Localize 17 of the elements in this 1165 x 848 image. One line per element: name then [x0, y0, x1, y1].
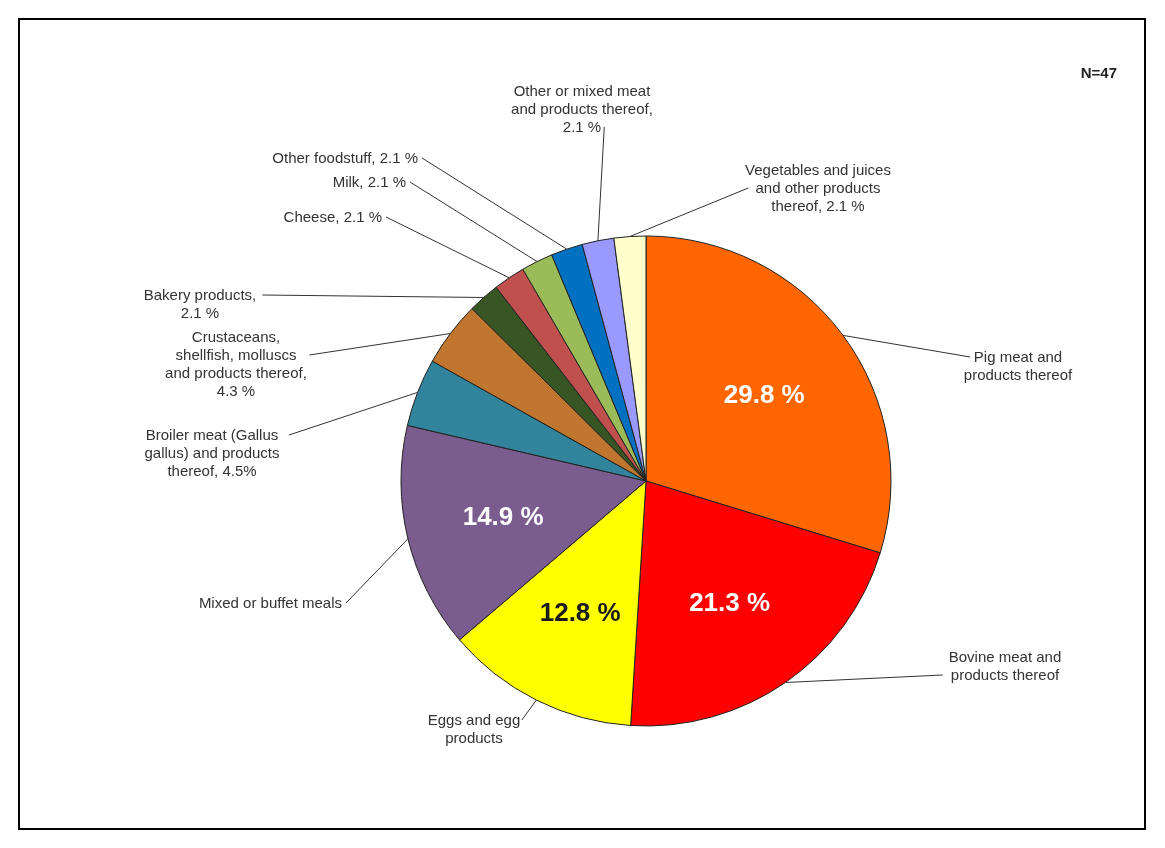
- slice-label: Milk, 2.1 %: [332, 173, 406, 190]
- slice-label: Eggs and egg products: [427, 711, 521, 746]
- slice-label: Mixed or buffet meals: [198, 594, 342, 611]
- data-label: 14.9 %: [462, 500, 544, 531]
- slice-label: Bakery products, 2.1 %: [143, 286, 257, 321]
- slice-label: Bovine meat and products thereof: [948, 648, 1062, 683]
- data-label: 12.8 %: [539, 597, 621, 628]
- slice-label: Broiler meat (Gallus gallus) and products thereof, 4.5%: [144, 426, 280, 479]
- data-label: 21.3 %: [689, 586, 771, 617]
- slice-label: Other foodstuff, 2.1 %: [272, 149, 418, 166]
- data-label: 29.8 %: [723, 378, 805, 409]
- text: N=47: [1080, 64, 1117, 81]
- slice-label: Vegetables and juices and other products thereof, 2.1 %: [745, 161, 891, 214]
- slice-label: Crustaceans, shellfish, molluscs and products thereof, 4.3 %: [165, 328, 307, 399]
- slice-label: Cheese, 2.1 %: [283, 208, 382, 225]
- slice-label: Other or mixed meat and products thereof, 2.1 %: [511, 82, 653, 135]
- slice-label: Pig meat and products thereof: [963, 348, 1074, 383]
